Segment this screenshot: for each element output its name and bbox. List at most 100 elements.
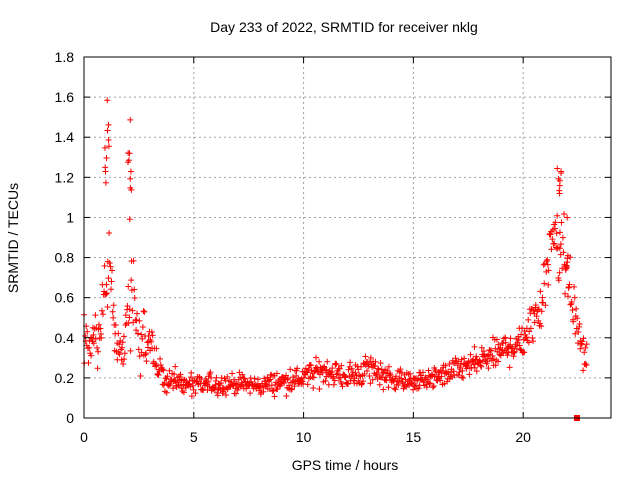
data-point bbox=[216, 381, 223, 388]
data-point bbox=[257, 383, 264, 390]
data-point bbox=[496, 346, 503, 353]
data-point bbox=[214, 392, 221, 399]
data-point bbox=[316, 386, 323, 393]
data-point bbox=[121, 350, 128, 357]
data-point bbox=[467, 351, 474, 358]
data-point bbox=[105, 121, 112, 128]
data-point bbox=[148, 338, 155, 345]
data-point bbox=[542, 302, 549, 309]
data-point bbox=[310, 374, 317, 381]
data-point bbox=[97, 325, 104, 332]
data-point bbox=[353, 380, 360, 387]
data-point bbox=[508, 345, 515, 352]
data-point bbox=[527, 310, 534, 317]
data-point bbox=[516, 342, 523, 349]
data-point bbox=[407, 370, 414, 377]
data-point bbox=[305, 366, 312, 373]
data-point bbox=[143, 350, 150, 357]
data-point bbox=[478, 363, 485, 370]
data-point bbox=[544, 261, 551, 268]
data-point bbox=[203, 377, 210, 384]
data-point bbox=[523, 334, 530, 341]
data-point bbox=[547, 231, 554, 238]
axis-ticks: 0 0.2 0.4 0.6 0.8 1 1.2 1.4 1.6 1.8 0 5 10 15 20 bbox=[55, 49, 611, 445]
x-tick-label: 10 bbox=[296, 429, 312, 445]
data-point bbox=[94, 344, 101, 351]
data-point bbox=[149, 332, 156, 339]
data-point bbox=[148, 329, 155, 336]
data-point bbox=[126, 306, 133, 313]
data-point bbox=[374, 369, 381, 376]
data-point bbox=[358, 381, 365, 388]
data-point bbox=[367, 354, 374, 361]
data-point bbox=[425, 367, 432, 374]
data-point bbox=[270, 387, 277, 394]
data-point bbox=[331, 377, 338, 384]
data-point bbox=[364, 367, 371, 374]
data-point bbox=[576, 320, 583, 327]
data-point bbox=[323, 366, 330, 373]
data-point bbox=[347, 359, 354, 366]
data-point bbox=[284, 376, 291, 383]
data-point bbox=[583, 362, 590, 369]
data-point bbox=[471, 364, 478, 371]
data-point bbox=[450, 368, 457, 375]
data-point bbox=[304, 381, 311, 388]
data-point bbox=[120, 333, 127, 340]
data-point bbox=[144, 339, 151, 346]
plot-frame bbox=[83, 56, 612, 419]
data-point bbox=[500, 340, 507, 347]
data-point bbox=[116, 341, 123, 348]
data-point bbox=[517, 346, 524, 353]
data-point bbox=[429, 384, 436, 391]
data-point bbox=[92, 335, 99, 342]
data-point bbox=[189, 382, 196, 389]
y-tick-label: 1 bbox=[66, 209, 74, 225]
data-point bbox=[85, 359, 92, 366]
data-point bbox=[125, 319, 132, 326]
data-point bbox=[366, 373, 373, 380]
data-point bbox=[104, 304, 111, 311]
data-point bbox=[131, 294, 138, 301]
data-point bbox=[266, 377, 273, 384]
data-point bbox=[556, 245, 563, 252]
data-point bbox=[541, 280, 548, 287]
data-point bbox=[126, 314, 133, 321]
data-point bbox=[109, 267, 116, 274]
data-point bbox=[126, 150, 133, 157]
data-point bbox=[274, 385, 281, 392]
data-point bbox=[101, 144, 108, 151]
data-point bbox=[573, 305, 580, 312]
data-point bbox=[138, 331, 145, 338]
data-point bbox=[338, 380, 345, 387]
data-point bbox=[566, 281, 573, 288]
data-point bbox=[355, 366, 362, 373]
data-point bbox=[117, 337, 124, 344]
data-point bbox=[373, 371, 380, 378]
data-point bbox=[106, 229, 113, 236]
x-axis-label: GPS time / hours bbox=[292, 457, 399, 473]
y-tick-label: 1.6 bbox=[55, 89, 75, 105]
data-point bbox=[393, 373, 400, 380]
data-point bbox=[548, 246, 555, 253]
data-point bbox=[444, 378, 451, 385]
data-point bbox=[334, 370, 341, 377]
data-point bbox=[139, 323, 146, 330]
data-point bbox=[222, 392, 229, 399]
data-point bbox=[553, 230, 560, 237]
data-point bbox=[207, 369, 214, 376]
x-tick-label: 0 bbox=[80, 429, 88, 445]
data-point bbox=[159, 366, 166, 373]
data-point bbox=[568, 298, 575, 305]
data-point bbox=[261, 375, 268, 382]
data-point bbox=[531, 319, 538, 326]
data-point bbox=[119, 339, 126, 346]
data-point bbox=[446, 360, 453, 367]
data-point bbox=[554, 212, 561, 219]
data-point bbox=[582, 344, 589, 351]
data-point bbox=[88, 352, 95, 359]
data-point bbox=[439, 367, 446, 374]
y-tick-label: 1.4 bbox=[55, 129, 75, 145]
data-point bbox=[549, 236, 556, 243]
data-point bbox=[260, 388, 267, 395]
